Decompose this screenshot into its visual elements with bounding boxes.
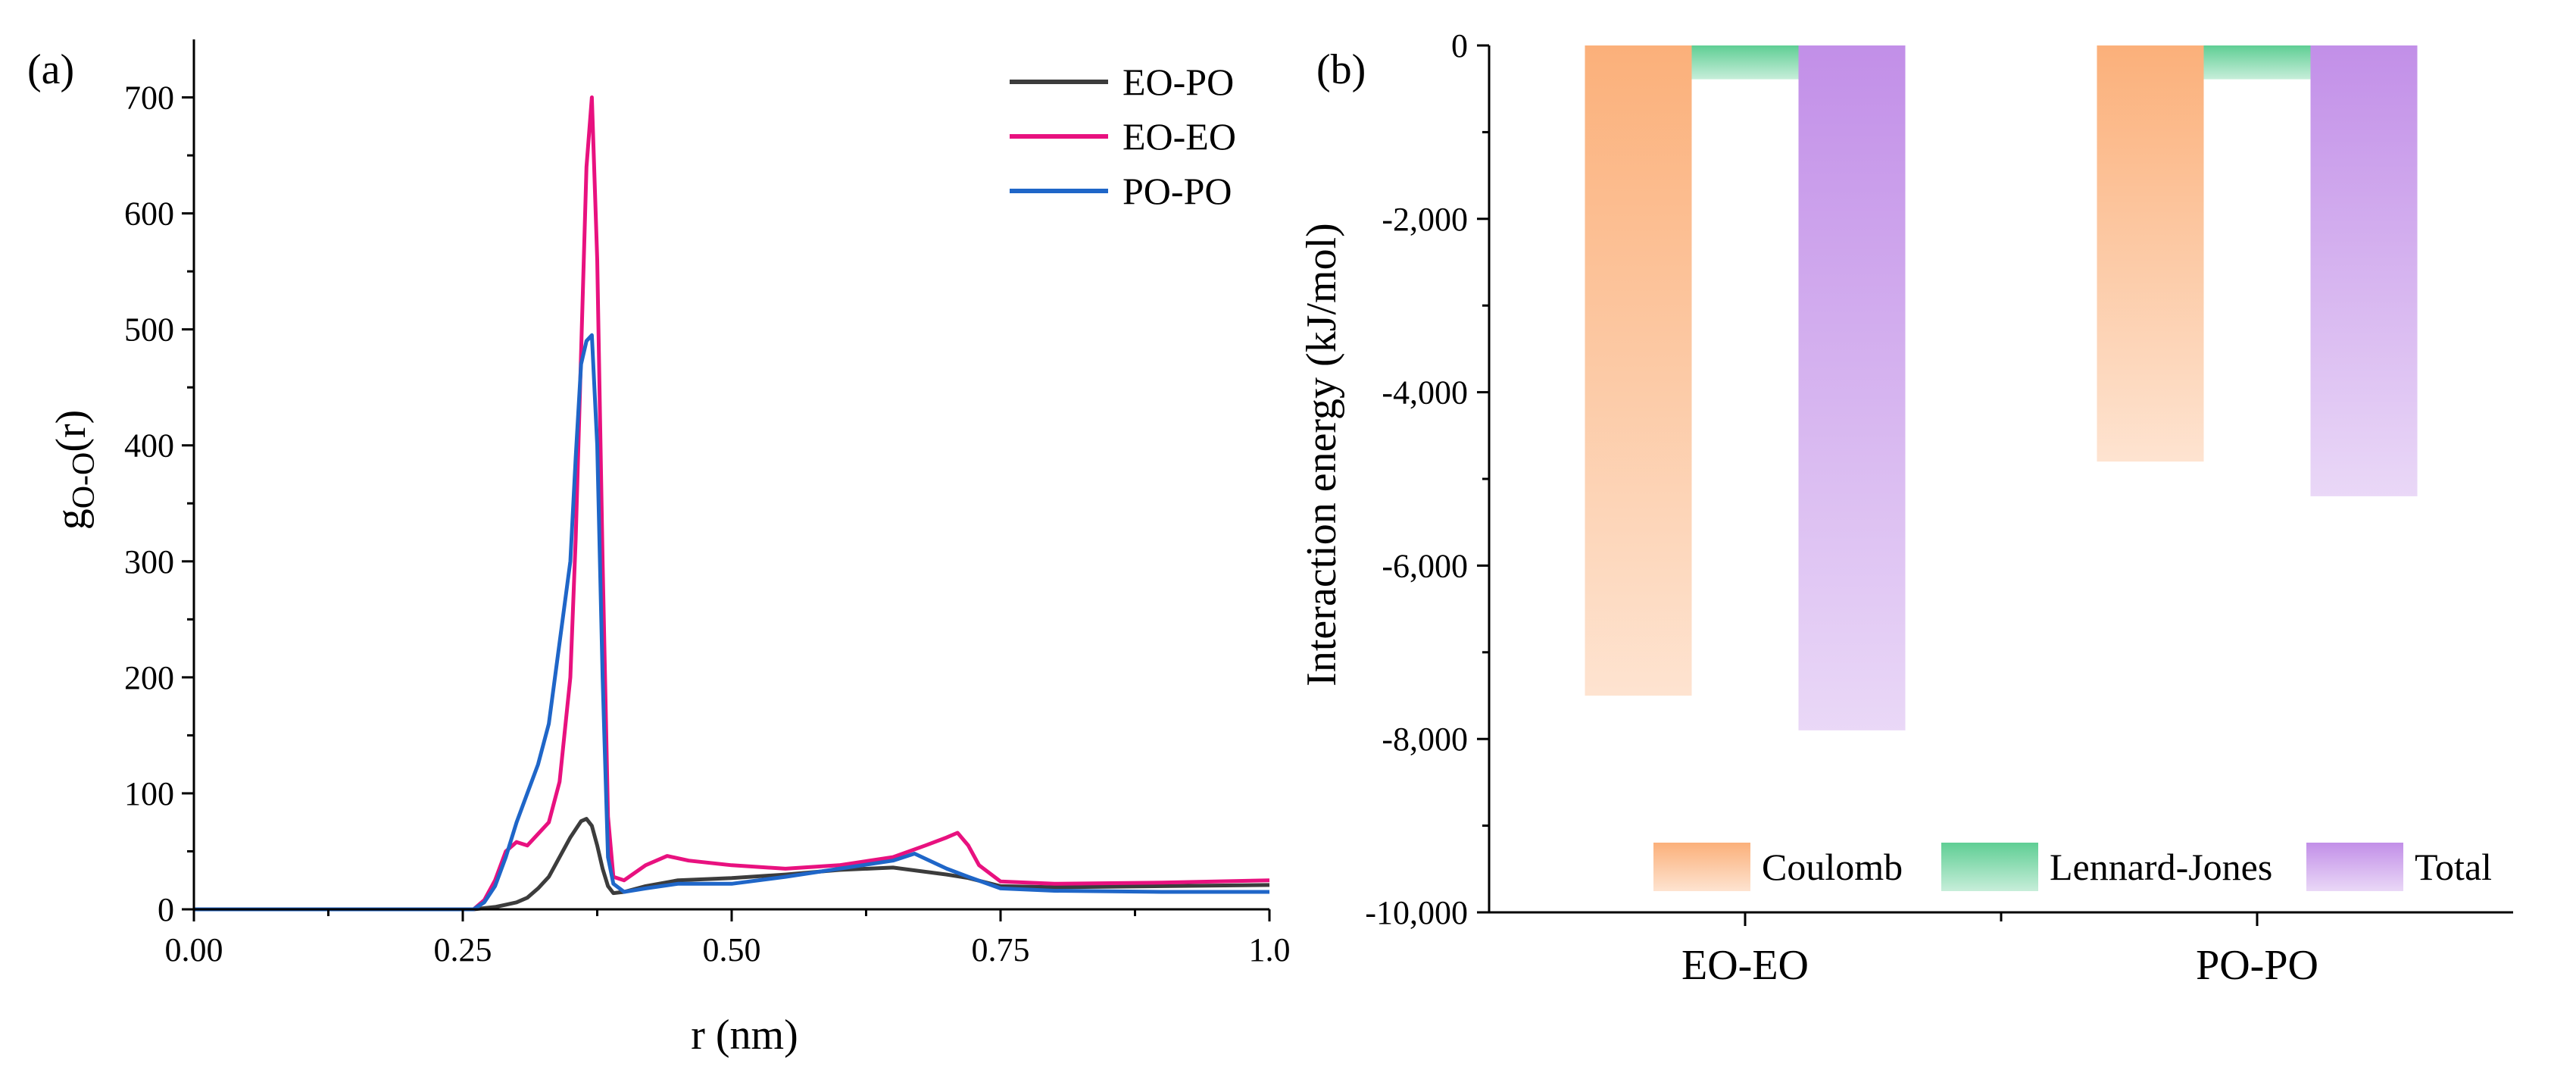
legend-swatch-coulomb: [1653, 843, 1750, 891]
bar-po-po-coulomb: [2097, 45, 2204, 462]
legend-label-lennard-jones: Lennard-Jones: [2050, 846, 2272, 888]
legend-label-eo-eo: EO-EO: [1123, 115, 1236, 158]
y-axis-title: gO-O(r): [48, 410, 101, 530]
x-tick-label: 0.25: [434, 931, 492, 968]
panel-a-rdf-chart: (a) 0 100 200 300 400 500 600 700 0.00 0.25 0.50 0.…: [27, 39, 1291, 1059]
y-tick-label: -10,000: [1365, 894, 1468, 931]
y-tick-label: -2,000: [1382, 201, 1468, 238]
bar-po-po-total: [2310, 45, 2418, 496]
x-tick-label: 0.00: [165, 931, 223, 968]
y-tick-label: 500: [124, 311, 174, 349]
x-tick-label: 0.75: [972, 931, 1030, 968]
energy-plot-area: 0 -2,000 -4,000 -6,000 -8,000 -10,000 EO-EO PO-…: [1365, 27, 2513, 989]
y-tick-label: 0: [1451, 27, 1468, 64]
y-tick-label: 0: [158, 891, 174, 928]
category-label: PO-PO: [2196, 942, 2318, 989]
x-tick-label: 1.0: [1249, 931, 1291, 968]
legend-swatch-lennard-jones: [1941, 843, 2038, 891]
panel-label-a: (a): [27, 46, 74, 93]
y-tick-label: 200: [124, 659, 174, 696]
y-tick-label: 400: [124, 427, 174, 465]
y-tick-label: 600: [124, 196, 174, 233]
y-tick-label: -6,000: [1382, 547, 1468, 584]
legend-label-total: Total: [2415, 846, 2492, 888]
y-axis-title: Interaction energy (kJ/mol): [1298, 223, 1345, 687]
series-line-po-po: [194, 333, 1269, 912]
category-label: EO-EO: [1681, 942, 1809, 989]
series-line-eo-eo: [194, 95, 1270, 912]
y-tick-label: 100: [124, 775, 174, 812]
legend-label-coulomb: Coulomb: [1762, 846, 1903, 888]
legend-label-eo-po: EO-PO: [1123, 61, 1234, 103]
bar-eo-eo-total: [1798, 45, 1906, 730]
y-tick-label: -8,000: [1382, 721, 1468, 758]
y-tick-label: 700: [124, 80, 174, 117]
series-line-eo-po: [194, 817, 1270, 912]
legend-swatch-total: [2306, 843, 2403, 891]
y-tick-label: 300: [124, 543, 174, 580]
bar-po-po-lennard-jones: [2203, 45, 2311, 80]
x-axis-title: r (nm): [691, 1012, 798, 1059]
panel-label-b: (b): [1316, 46, 1366, 93]
rdf-plot-area: 0 100 200 300 400 500 600 700 0.00 0.25 0.50 0.75 1.…: [124, 39, 1291, 968]
bar-eo-eo-lennard-jones: [1691, 45, 1799, 80]
panel-b-interaction-energy-chart: (b) 0 -2,000 -4,000 -6,000 -8,000 -10,000 EO-E…: [1298, 27, 2513, 989]
bar-eo-eo-coulomb: [1585, 45, 1692, 696]
y-tick-label: -4,000: [1382, 374, 1468, 411]
legend-label-po-po: PO-PO: [1123, 170, 1232, 212]
x-tick-label: 0.50: [703, 931, 761, 968]
